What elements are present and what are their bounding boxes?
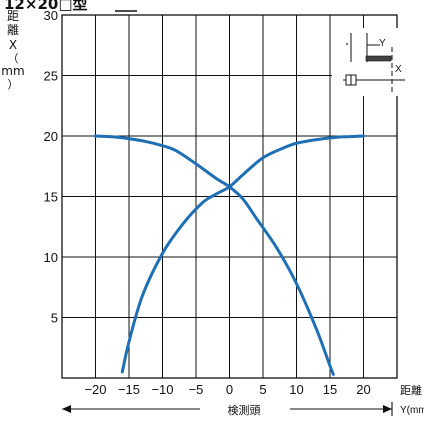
bottom-arrow-label: 検測頭 <box>228 403 261 417</box>
x-tick-label: −15 <box>118 382 140 397</box>
inset-target <box>365 55 392 62</box>
y-tick-label: 25 <box>44 69 58 84</box>
x-axis-label-top: 距離 <box>400 383 422 397</box>
arrow-head-right <box>383 405 392 413</box>
y-tick-label: 30 <box>44 8 58 23</box>
x-axis-label-bottom: Y(mm) <box>400 405 424 416</box>
x-tick-label: 0 <box>226 382 233 397</box>
arrow-head-left <box>62 405 71 413</box>
y-tick-label: 20 <box>44 129 58 144</box>
y-tick-label: 15 <box>44 190 58 205</box>
x-tick-label: 20 <box>356 382 370 397</box>
x-tick-label: −5 <box>189 382 204 397</box>
y-tick-label: 5 <box>51 311 58 326</box>
inset-x-label: X <box>395 64 402 75</box>
chart-title: 12×20□型 <box>4 0 88 13</box>
series-line-2 <box>94 134 335 376</box>
x-tick-label: 5 <box>259 382 266 397</box>
x-tick-label: −20 <box>84 382 106 397</box>
x-tick-label: −10 <box>151 382 173 397</box>
series-line-1 <box>120 134 365 374</box>
y-axis-label: 距離 X （mm） <box>1 9 24 91</box>
y-tick-label: 10 <box>44 250 58 265</box>
inset-legend: YX <box>332 28 405 96</box>
x-tick-label: 15 <box>323 382 337 397</box>
x-tick-label: 10 <box>289 382 303 397</box>
inset-background <box>332 28 405 96</box>
inset-y-label: Y <box>379 38 386 49</box>
curves <box>94 134 365 376</box>
